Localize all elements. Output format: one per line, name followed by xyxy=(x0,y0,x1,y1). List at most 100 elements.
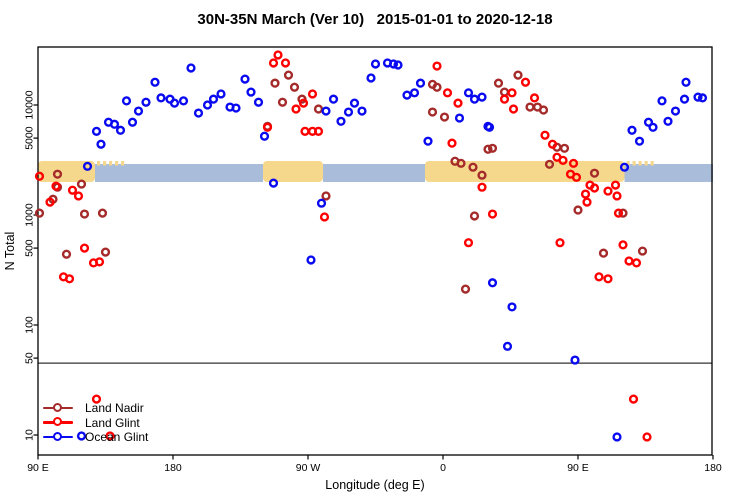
data-point-ocean_glint xyxy=(127,117,138,127)
y-tick-label: 100 xyxy=(24,316,36,334)
x-tick-label: 90 E xyxy=(27,462,49,474)
map-strip-island xyxy=(97,161,101,166)
data-point-land_nadir xyxy=(283,70,294,80)
data-point-ocean_glint xyxy=(409,88,420,98)
x-tick-label: 180 xyxy=(704,462,722,474)
data-point-land_glint xyxy=(520,77,531,87)
data-point-ocean_glint xyxy=(454,113,465,123)
data-point-ocean_glint xyxy=(336,116,346,126)
data-point-land_glint xyxy=(507,88,517,98)
data-point-land_nadir xyxy=(513,70,523,80)
data-point-land_nadir xyxy=(477,170,487,180)
map-strip-ocean-segment xyxy=(624,164,713,182)
data-point-land_glint xyxy=(79,243,90,253)
data-point-ocean_glint xyxy=(156,93,166,103)
data-point-land_nadir xyxy=(456,158,466,168)
data-point-land_glint xyxy=(453,98,463,108)
data-point-land_glint xyxy=(319,212,330,222)
map-strip-island xyxy=(115,161,119,166)
data-point-ocean_glint xyxy=(502,341,513,351)
data-point-land_glint xyxy=(268,58,279,68)
map-strip-island xyxy=(650,161,654,166)
data-point-ocean_glint xyxy=(423,136,433,146)
data-point-ocean_glint xyxy=(697,93,708,103)
data-point-ocean_glint xyxy=(186,63,196,73)
data-point-ocean_glint xyxy=(328,94,339,104)
map-strip-island xyxy=(121,161,125,166)
data-point-land_glint xyxy=(307,89,318,99)
data-point-ocean_glint xyxy=(681,77,691,87)
map-strip-island xyxy=(644,161,648,166)
data-point-ocean_glint xyxy=(246,87,256,97)
data-point-ocean_glint xyxy=(366,73,376,83)
data-point-ocean_glint xyxy=(612,432,622,442)
data-point-ocean_glint xyxy=(415,78,426,88)
data-point-land_glint xyxy=(547,139,558,149)
y-tick-label: 5000 xyxy=(24,126,36,150)
data-point-ocean_glint xyxy=(388,59,399,69)
data-point-ocean_glint xyxy=(268,178,279,188)
legend-label-land-glint: Land Glint xyxy=(85,415,140,430)
data-point-land_glint xyxy=(624,256,634,266)
map-strip-ocean-segment xyxy=(95,164,263,182)
map-strip-island xyxy=(103,161,107,166)
data-point-land_glint xyxy=(571,172,582,182)
data-point-land_glint xyxy=(603,186,613,196)
map-strip-ocean-segment xyxy=(323,164,425,182)
data-point-land_glint xyxy=(45,197,55,207)
data-point-ocean_glint xyxy=(96,139,106,149)
y-tick-label: 500 xyxy=(24,239,36,257)
map-strip-island xyxy=(638,161,642,166)
data-point-land_glint xyxy=(273,50,283,60)
data-point-land_nadir xyxy=(468,162,478,172)
data-point-land_glint xyxy=(487,209,498,219)
data-point-land_nadir xyxy=(313,104,324,114)
data-point-land_glint xyxy=(64,274,75,284)
data-point-land_nadir xyxy=(427,107,438,117)
data-point-ocean_glint xyxy=(240,74,250,84)
x-tick-label: 90 W xyxy=(296,462,321,474)
data-point-ocean_glint xyxy=(208,94,219,104)
data-point-land_glint xyxy=(555,238,565,248)
data-point-ocean_glint xyxy=(663,116,673,126)
data-point-land_glint xyxy=(313,126,324,136)
data-point-ocean_glint xyxy=(349,98,360,108)
data-point-land_glint xyxy=(463,238,474,248)
legend-row-land-glint: Land Glint xyxy=(42,416,148,431)
data-point-land_nadir xyxy=(637,246,648,256)
data-point-ocean_glint xyxy=(570,355,580,365)
data-point-ocean_glint xyxy=(316,198,327,208)
data-point-ocean_glint xyxy=(619,162,630,172)
data-point-land_nadir xyxy=(100,247,111,257)
data-point-ocean_glint xyxy=(306,255,316,265)
data-point-ocean_glint xyxy=(484,122,495,132)
data-point-land_nadir xyxy=(589,168,600,178)
data-point-land_glint xyxy=(582,197,592,207)
data-point-land_glint xyxy=(51,181,61,191)
data-point-land_nadir xyxy=(544,159,555,169)
data-point-land_nadir xyxy=(525,102,535,112)
data-point-land_glint xyxy=(618,240,628,250)
legend-row-land-nadir: Land Nadir xyxy=(42,401,148,416)
data-point-land_glint xyxy=(105,431,115,441)
data-point-ocean_glint xyxy=(150,77,160,87)
data-point-land_nadir xyxy=(469,211,480,221)
map-strip-land-segment xyxy=(38,161,95,182)
data-point-ocean_glint xyxy=(357,106,367,116)
data-point-ocean_glint xyxy=(231,103,241,113)
data-point-ocean_glint xyxy=(91,126,102,136)
data-point-ocean_glint xyxy=(627,125,637,135)
data-point-land_nadir xyxy=(483,144,493,154)
data-point-land_nadir xyxy=(538,105,549,115)
data-point-land_nadir xyxy=(499,87,510,97)
data-point-land_glint xyxy=(612,191,622,201)
data-point-land_nadir xyxy=(79,209,90,219)
data-point-ocean_glint xyxy=(648,122,658,132)
data-point-ocean_glint xyxy=(121,96,132,106)
data-point-ocean_glint xyxy=(133,106,144,116)
data-point-land_glint xyxy=(558,155,568,165)
y-tick-label: 10000 xyxy=(24,90,36,119)
data-point-land_nadir xyxy=(277,97,288,107)
data-point-ocean_glint xyxy=(393,60,403,70)
